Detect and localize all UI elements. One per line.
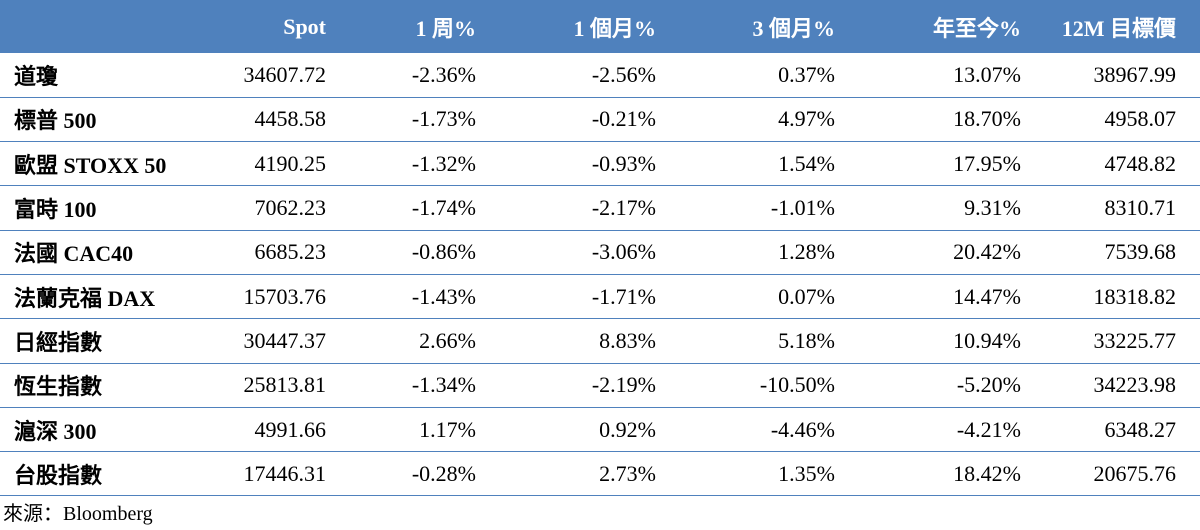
- change-1-month-cell: 0.92%: [500, 407, 680, 453]
- change-1-month-cell: -0.21%: [500, 97, 680, 143]
- change-1-month-cell: 2.73%: [500, 451, 680, 497]
- change-1-week-cell: -1.43%: [350, 274, 500, 320]
- change-3-month-cell: -1.01%: [680, 185, 859, 231]
- change-ytd-cell: 17.95%: [859, 141, 1045, 187]
- index-name-cell: 道瓊: [0, 53, 202, 98]
- change-1-month-cell: -2.19%: [500, 363, 680, 408]
- spot-cell: 4991.66: [202, 407, 350, 453]
- change-3-month-cell: 4.97%: [680, 97, 859, 143]
- spot-cell: 25813.81: [202, 363, 350, 408]
- target-12m-cell: 7539.68: [1045, 230, 1200, 275]
- table-row: 法蘭克福 DAX 15703.76 -1.43% -1.71% 0.07% 14.47% 1…: [0, 274, 1200, 320]
- spot-cell: 30447.37: [202, 318, 350, 364]
- index-name-cell: 滬深 300: [0, 407, 202, 453]
- change-1-month-cell: -1.71%: [500, 274, 680, 320]
- target-12m-cell: 20675.76: [1045, 451, 1200, 497]
- target-12m-cell: 34223.98: [1045, 363, 1200, 408]
- spot-cell: 7062.23: [202, 185, 350, 231]
- change-1-month-cell: -2.56%: [500, 53, 680, 98]
- spot-cell: 4458.58: [202, 97, 350, 143]
- spot-cell: 4190.25: [202, 141, 350, 187]
- table-body: 道瓊 34607.72 -2.36% -2.56% 0.37% 13.07% 38967.9…: [0, 53, 1200, 497]
- source-note: 來源：Bloomberg: [3, 503, 153, 525]
- header-12m-target: 12M 目標價: [1061, 15, 1176, 41]
- change-3-month-cell: -10.50%: [680, 363, 859, 408]
- change-ytd-cell: 13.07%: [859, 53, 1045, 98]
- target-12m-cell: 4748.82: [1045, 141, 1200, 187]
- header-3-month: 3 個月%: [752, 15, 835, 41]
- index-name-cell: 日經指數: [0, 318, 202, 364]
- change-1-week-cell: -0.86%: [350, 230, 500, 275]
- change-1-week-cell: -1.73%: [350, 97, 500, 143]
- table-row: 道瓊 34607.72 -2.36% -2.56% 0.37% 13.07% 38967.9…: [0, 53, 1200, 98]
- change-1-week-cell: -0.28%: [350, 451, 500, 497]
- table-row: 歐盟 STOXX 50 4190.25 -1.32% -0.93% 1.54% 17.95…: [0, 141, 1200, 187]
- change-3-month-cell: 1.54%: [680, 141, 859, 187]
- change-ytd-cell: 18.42%: [859, 451, 1045, 497]
- header-1-month: 1 個月%: [573, 15, 656, 41]
- market-index-table: Spot 1 周% 1 個月% 3 個月% 年至今% 12M 目標價 道瓊 346…: [0, 0, 1200, 497]
- change-ytd-cell: -5.20%: [859, 363, 1045, 408]
- table-row: 標普 500 4458.58 -1.73% -0.21% 4.97% 18.70% 4958…: [0, 97, 1200, 143]
- change-ytd-cell: 18.70%: [859, 97, 1045, 143]
- target-12m-cell: 18318.82: [1045, 274, 1200, 320]
- table-row: 日經指數 30447.37 2.66% 8.83% 5.18% 10.94% 33225.7…: [0, 318, 1200, 364]
- table-row: 恆生指數 25813.81 -1.34% -2.19% -10.50% -5.20% 342…: [0, 363, 1200, 408]
- change-1-week-cell: -1.74%: [350, 185, 500, 231]
- index-name-cell: 標普 500: [0, 97, 202, 143]
- change-1-week-cell: 2.66%: [350, 318, 500, 364]
- spot-cell: 34607.72: [202, 53, 350, 98]
- change-3-month-cell: -4.46%: [680, 407, 859, 453]
- table-row: 台股指數 17446.31 -0.28% 2.73% 1.35% 18.42% 20675.…: [0, 451, 1200, 497]
- header-row: Spot 1 周% 1 個月% 3 個月% 年至今% 12M 目標價: [0, 0, 1200, 53]
- change-3-month-cell: 0.07%: [680, 274, 859, 320]
- change-1-month-cell: -0.93%: [500, 141, 680, 187]
- table-row: 滬深 300 4991.66 1.17% 0.92% -4.46% -4.21% 6348.…: [0, 407, 1200, 453]
- change-ytd-cell: 10.94%: [859, 318, 1045, 364]
- header-ytd: 年至今%: [932, 15, 1021, 41]
- change-1-month-cell: -3.06%: [500, 230, 680, 275]
- change-3-month-cell: 1.35%: [680, 451, 859, 497]
- change-3-month-cell: 1.28%: [680, 230, 859, 275]
- header-index: [0, 0, 202, 53]
- header-spot: Spot: [283, 13, 326, 39]
- target-12m-cell: 6348.27: [1045, 407, 1200, 453]
- header-1-week: 1 周%: [415, 15, 476, 41]
- index-name-cell: 台股指數: [0, 451, 202, 497]
- spot-cell: 6685.23: [202, 230, 350, 275]
- target-12m-cell: 38967.99: [1045, 53, 1200, 98]
- change-3-month-cell: 5.18%: [680, 318, 859, 364]
- index-name-cell: 歐盟 STOXX 50: [0, 141, 202, 187]
- target-12m-cell: 8310.71: [1045, 185, 1200, 231]
- change-ytd-cell: 20.42%: [859, 230, 1045, 275]
- table-row: 富時 100 7062.23 -1.74% -2.17% -1.01% 9.31% 8310…: [0, 185, 1200, 231]
- change-1-week-cell: -1.34%: [350, 363, 500, 408]
- change-ytd-cell: 14.47%: [859, 274, 1045, 320]
- change-ytd-cell: 9.31%: [859, 185, 1045, 231]
- change-1-week-cell: -2.36%: [350, 53, 500, 98]
- index-name-cell: 恆生指數: [0, 363, 202, 408]
- index-name-cell: 法蘭克福 DAX: [0, 274, 202, 320]
- index-name-cell: 法國 CAC40: [0, 230, 202, 275]
- change-1-week-cell: -1.32%: [350, 141, 500, 187]
- index-name-cell: 富時 100: [0, 185, 202, 231]
- change-1-month-cell: -2.17%: [500, 185, 680, 231]
- spot-cell: 17446.31: [202, 451, 350, 497]
- change-3-month-cell: 0.37%: [680, 53, 859, 98]
- target-12m-cell: 4958.07: [1045, 97, 1200, 143]
- change-1-week-cell: 1.17%: [350, 407, 500, 453]
- spot-cell: 15703.76: [202, 274, 350, 320]
- table-row: 法國 CAC40 6685.23 -0.86% -3.06% 1.28% 20.42% 75…: [0, 230, 1200, 275]
- target-12m-cell: 33225.77: [1045, 318, 1200, 364]
- change-1-month-cell: 8.83%: [500, 318, 680, 364]
- change-ytd-cell: -4.21%: [859, 407, 1045, 453]
